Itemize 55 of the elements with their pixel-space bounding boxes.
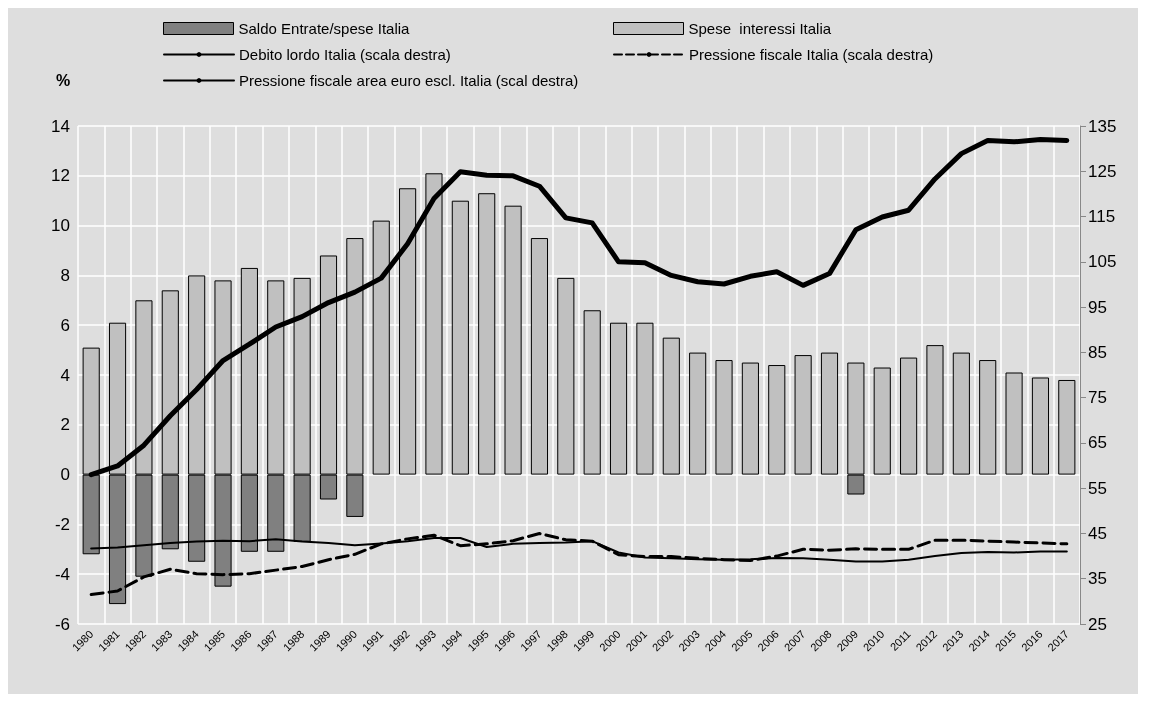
y2-tick-label: 115 <box>1088 207 1116 227</box>
y2-tick-label: 65 <box>1088 433 1107 453</box>
y-tick-label: 0 <box>60 465 70 485</box>
bar <box>1058 379 1076 475</box>
bar <box>820 352 839 475</box>
bar <box>873 367 891 475</box>
y-tick-label: -6 <box>54 614 70 634</box>
y2-tick-label: 135 <box>1088 116 1117 136</box>
bar <box>504 205 522 475</box>
y-tick-label: -2 <box>54 514 70 534</box>
y-tick-label: 12 <box>51 166 70 186</box>
legend-label: Saldo Entrate/spese Italia <box>238 20 411 37</box>
bar <box>609 322 628 475</box>
y-tick-label: 4 <box>60 365 70 385</box>
bar <box>425 173 443 475</box>
bar <box>768 365 786 475</box>
bar <box>662 337 680 475</box>
bar <box>794 355 812 475</box>
bar <box>399 188 417 475</box>
legend-label: Pressione fiscale Italia (scala destra) <box>689 46 934 63</box>
y2-tick-label: 75 <box>1088 388 1107 408</box>
legend-label: Debito lordo Italia (scala destra) <box>239 46 451 63</box>
bar <box>741 362 759 475</box>
bar <box>372 220 390 475</box>
y2-tick-label: 125 <box>1088 161 1117 181</box>
bar <box>1031 377 1050 475</box>
bar <box>900 357 918 475</box>
y2-tick-label: 105 <box>1088 252 1117 272</box>
y2-tick-label: 55 <box>1088 478 1107 498</box>
bar <box>952 352 970 475</box>
legend-label: Pressione fiscale area euro escl. Italia (scal destra) <box>239 72 579 89</box>
y2-tick-label: 45 <box>1088 523 1107 543</box>
bar <box>583 310 601 475</box>
y2-tick-label: 95 <box>1088 297 1107 317</box>
bar <box>1005 372 1023 475</box>
y-tick-label: 6 <box>60 315 70 335</box>
bar <box>478 193 496 475</box>
y-tick-label: 2 <box>60 415 70 435</box>
bar <box>689 352 707 475</box>
bar <box>715 360 733 475</box>
y2-tick-label: 35 <box>1088 569 1107 589</box>
y-tick-label: 10 <box>51 216 70 236</box>
bar <box>926 345 944 475</box>
bar <box>557 277 575 475</box>
y2-tick-label: 25 <box>1088 614 1107 634</box>
bar <box>451 200 469 475</box>
y-tick-label: 8 <box>60 265 70 285</box>
bar <box>636 322 654 475</box>
y-axis-title: % <box>55 71 71 89</box>
y-tick-label: 14 <box>51 116 70 136</box>
bar <box>979 360 997 475</box>
y2-tick-label: 85 <box>1088 342 1107 362</box>
bar <box>530 238 549 475</box>
legend-label: Spese interessi Italia <box>688 20 832 37</box>
y-tick-label: -4 <box>54 564 70 584</box>
